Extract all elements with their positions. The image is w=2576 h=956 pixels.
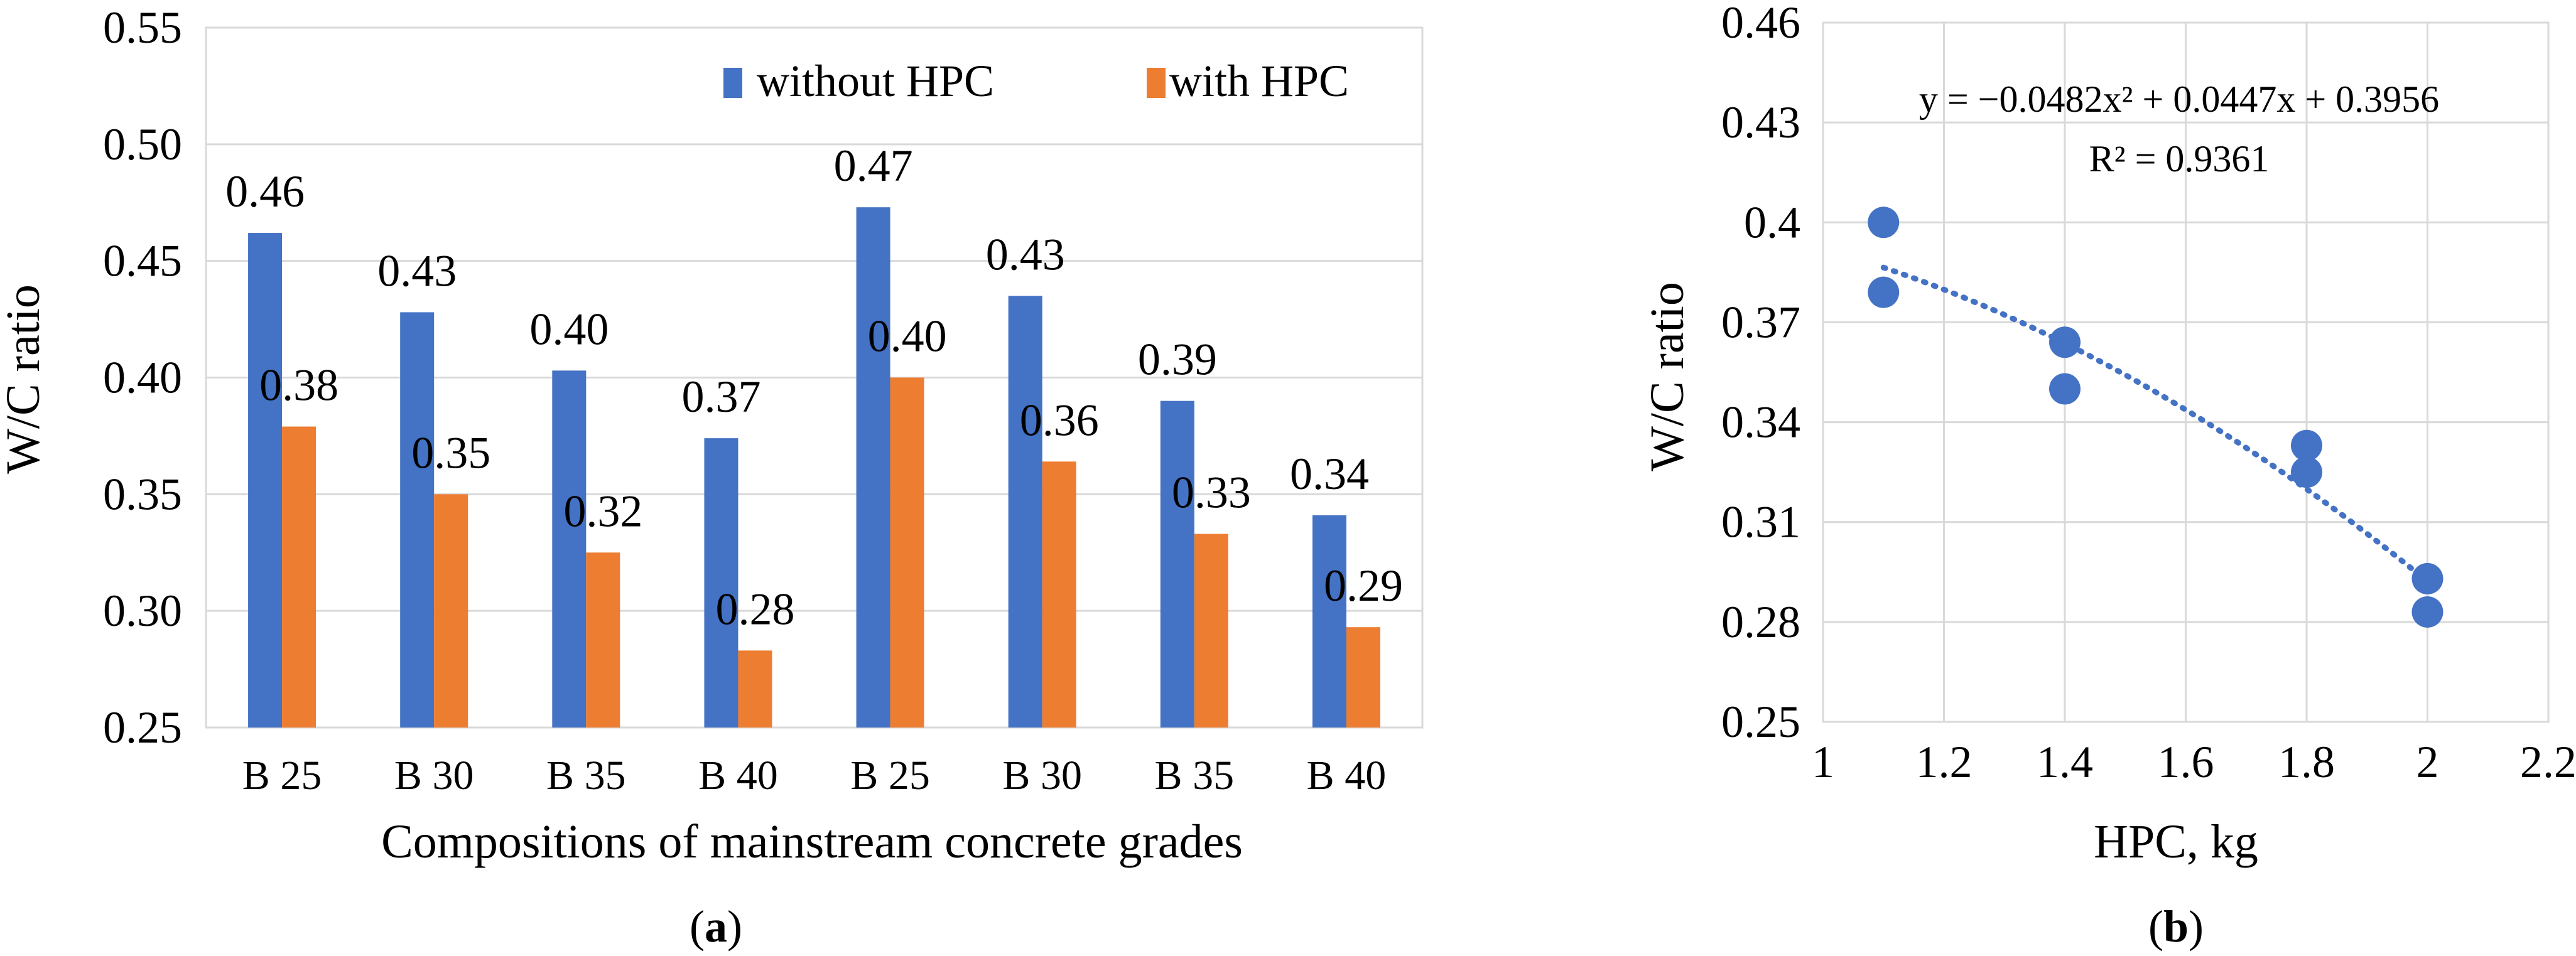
bar-data-label: 0.36	[1020, 395, 1099, 445]
scatter-point	[2411, 596, 2443, 628]
scatter-x-tick-label: 2.2	[2520, 737, 2576, 787]
panel-letter-a: a	[705, 901, 727, 952]
scatter-point	[1868, 207, 1900, 239]
bar-data-label: 0.43	[377, 245, 457, 296]
bar-data-label: 0.43	[986, 229, 1065, 279]
scatter-gridlines	[1822, 21, 2550, 723]
bar-chart-x-tick-label: B 35	[1155, 753, 1235, 798]
bar-with-hpc	[890, 377, 924, 728]
bar-chart-x-tick-label: B 25	[850, 753, 930, 798]
scatter-y-tick-labels: 0.25 0.28 0.31 0.34 0.37 0.4 0.43 0.46	[1721, 0, 1800, 747]
bar-with-hpc	[282, 426, 317, 728]
scatter-points	[1868, 207, 2443, 628]
bar-data-label: 0.38	[259, 360, 338, 411]
scatter-x-tick-label: 1.2	[1916, 737, 1973, 787]
bar-with-hpc	[738, 650, 772, 728]
scatter-x-tick-label: 1.8	[2278, 737, 2335, 787]
scatter-x-axis-label: HPC, kg	[2094, 815, 2258, 868]
bar-data-label: 0.37	[681, 372, 760, 422]
bar-data-label: 0.46	[225, 166, 305, 217]
bar-chart-data-labels: 0.46 0.38 0.43 0.35 0.40 0.32 0.37 0.28 0.47 0.40…	[225, 141, 1403, 634]
bar-data-label: 0.34	[1290, 449, 1369, 499]
bar-data-label: 0.40	[868, 311, 947, 362]
legend-swatch-without-hpc	[723, 68, 742, 98]
scatter-y-tick-label: 0.46	[1721, 0, 1800, 48]
panel-label-b: (b)	[2148, 901, 2204, 952]
trendline-equation: y = −0.0482x² + 0.0447x + 0.3956	[1919, 78, 2439, 120]
scatter-y-tick-label: 0.43	[1721, 97, 1800, 148]
bar-chart-x-tick-label: B 35	[546, 753, 626, 798]
trendline-r-squared: R² = 0.9361	[2089, 138, 2270, 180]
bar-without-hpc	[856, 207, 890, 728]
scatter-y-tick-label: 0.31	[1721, 497, 1800, 547]
bar-data-label: 0.40	[529, 304, 609, 354]
scatter-point	[2291, 456, 2322, 488]
scatter-point	[2049, 373, 2081, 405]
bar-chart-bars	[248, 207, 1380, 728]
scatter-point	[2049, 326, 2081, 358]
panel-label-a: (a)	[690, 901, 742, 952]
scatter-trendline	[1880, 264, 2430, 584]
scatter-x-tick-label: 1.4	[2037, 737, 2093, 787]
scatter-point	[2291, 429, 2322, 461]
bar-without-hpc	[1312, 515, 1346, 728]
scatter-y-tick-label: 0.37	[1721, 297, 1800, 347]
legend-swatch-with-hpc	[1147, 68, 1166, 98]
scatter-y-axis-label: W/C ratio	[1641, 282, 1694, 471]
bar-without-hpc	[552, 370, 587, 728]
legend-label-without-hpc: without HPC	[757, 56, 994, 106]
legend-label-with-hpc: with HPC	[1169, 56, 1349, 106]
bar-chart-y-tick-label: 0.45	[103, 236, 182, 286]
bar-chart-y-tick-labels: 0.25 0.30 0.35 0.40 0.45 0.50 0.55	[103, 3, 182, 753]
bar-chart-x-tick-label: B 30	[394, 753, 474, 798]
bar-chart-y-tick-label: 0.40	[103, 353, 182, 403]
scatter-x-tick-labels: 1 1.2 1.4 1.6 1.8 2 2.2	[1812, 737, 2576, 787]
panel-letter-b: b	[2163, 901, 2189, 952]
scatter-x-tick-label: 1	[1812, 737, 1834, 787]
bar-chart-panel: 0.250.300.350.400.450.500.55 0.460.380.4…	[0, 3, 1424, 952]
bar-data-label: 0.28	[715, 584, 794, 634]
scatter-y-tick-label: 0.34	[1721, 397, 1800, 448]
bar-data-label: 0.29	[1324, 561, 1403, 611]
bar-without-hpc	[704, 438, 739, 728]
scatter-x-tick-label: 1.6	[2158, 737, 2214, 787]
scatter-point	[2411, 562, 2443, 594]
bar-without-hpc	[1160, 400, 1194, 728]
bar-chart-y-axis-label: W/C ratio	[0, 284, 50, 474]
bar-with-hpc	[434, 494, 468, 728]
bar-without-hpc	[1008, 296, 1042, 728]
scatter-y-tick-label: 0.25	[1721, 697, 1800, 747]
bar-chart-x-tick-labels: B 25 B 30 B 35 B 40 B 25 B 30 B 35 B 40	[242, 753, 1386, 798]
bar-data-label: 0.35	[411, 427, 490, 478]
bar-without-hpc	[400, 312, 435, 728]
bar-data-label: 0.39	[1138, 335, 1217, 385]
bar-with-hpc	[1042, 461, 1076, 728]
bar-chart-legend: without HPC with HPC	[723, 56, 1349, 106]
scatter-chart-panel: 0.250.280.310.340.370.40.430.46 1 1.2 1.4 1…	[1641, 0, 2576, 952]
bar-with-hpc	[586, 552, 620, 728]
scatter-y-tick-label: 0.4	[1744, 197, 1800, 247]
bar-with-hpc	[1346, 627, 1380, 728]
scatter-y-tick-label: 0.28	[1721, 597, 1800, 647]
bar-chart-y-tick-label: 0.55	[103, 3, 182, 53]
bar-chart-x-axis-label: Compositions of mainstream concrete grad…	[381, 815, 1243, 868]
bar-chart-y-tick-label: 0.30	[103, 586, 182, 636]
bar-chart-x-tick-label: B 40	[1307, 753, 1387, 798]
scatter-point	[1868, 276, 1900, 308]
bar-chart-y-tick-label: 0.50	[103, 119, 182, 169]
scatter-x-tick-label: 2	[2416, 737, 2439, 787]
bar-with-hpc	[1194, 534, 1228, 728]
bar-chart-y-tick-label: 0.25	[103, 702, 182, 753]
bar-chart-x-tick-label: B 30	[1002, 753, 1082, 798]
bar-data-label: 0.47	[834, 141, 913, 191]
bar-chart-y-tick-label: 0.35	[103, 469, 182, 519]
bar-chart-x-tick-label: B 25	[242, 753, 322, 798]
bar-data-label: 0.33	[1172, 468, 1251, 518]
bar-without-hpc	[248, 233, 283, 728]
bar-data-label: 0.32	[563, 486, 642, 536]
bar-chart-x-tick-label: B 40	[698, 753, 778, 798]
